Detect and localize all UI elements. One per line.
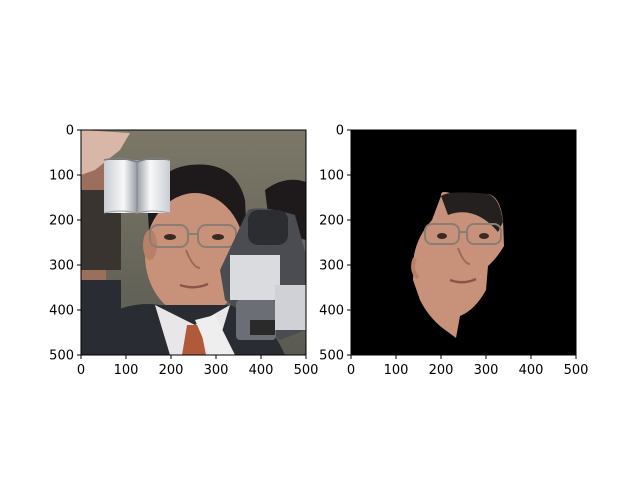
left-x-tick-label: 100 bbox=[114, 363, 139, 378]
left-x-tick-label: 300 bbox=[204, 363, 229, 378]
right-x-tick-label: 100 bbox=[384, 363, 409, 378]
left-y-tick-label: 200 bbox=[49, 214, 74, 229]
right-y-tick-label: 0 bbox=[336, 124, 344, 139]
right-y-tick-label: 100 bbox=[319, 169, 344, 184]
left-y-tick-label: 0 bbox=[66, 124, 74, 139]
left-x-tick-label: 200 bbox=[159, 363, 184, 378]
right-panel-image bbox=[351, 130, 576, 355]
right-y-tick-label: 500 bbox=[319, 349, 344, 364]
right-x-tick-label: 400 bbox=[519, 363, 544, 378]
right-y-tick-label: 400 bbox=[319, 304, 344, 319]
right-y-tick-label: 200 bbox=[319, 214, 344, 229]
right-x-tick-label: 0 bbox=[347, 363, 355, 378]
left-x-tick-label: 0 bbox=[77, 363, 85, 378]
left-x-tick-label: 500 bbox=[294, 363, 319, 378]
left-x-tick-label: 400 bbox=[249, 363, 274, 378]
left-y-tick-label: 300 bbox=[49, 259, 74, 274]
right-y-tick-label: 300 bbox=[319, 259, 344, 274]
right-x-tick-label: 300 bbox=[474, 363, 499, 378]
left-panel-image bbox=[81, 130, 306, 355]
right-axes-frame bbox=[350, 129, 577, 356]
right-x-tick-label: 200 bbox=[429, 363, 454, 378]
left-axes-frame bbox=[80, 129, 307, 356]
right-x-tick-label: 500 bbox=[564, 363, 589, 378]
left-y-tick-label: 100 bbox=[49, 169, 74, 184]
left-y-tick-label: 500 bbox=[49, 349, 74, 364]
left-y-tick-label: 400 bbox=[49, 304, 74, 319]
